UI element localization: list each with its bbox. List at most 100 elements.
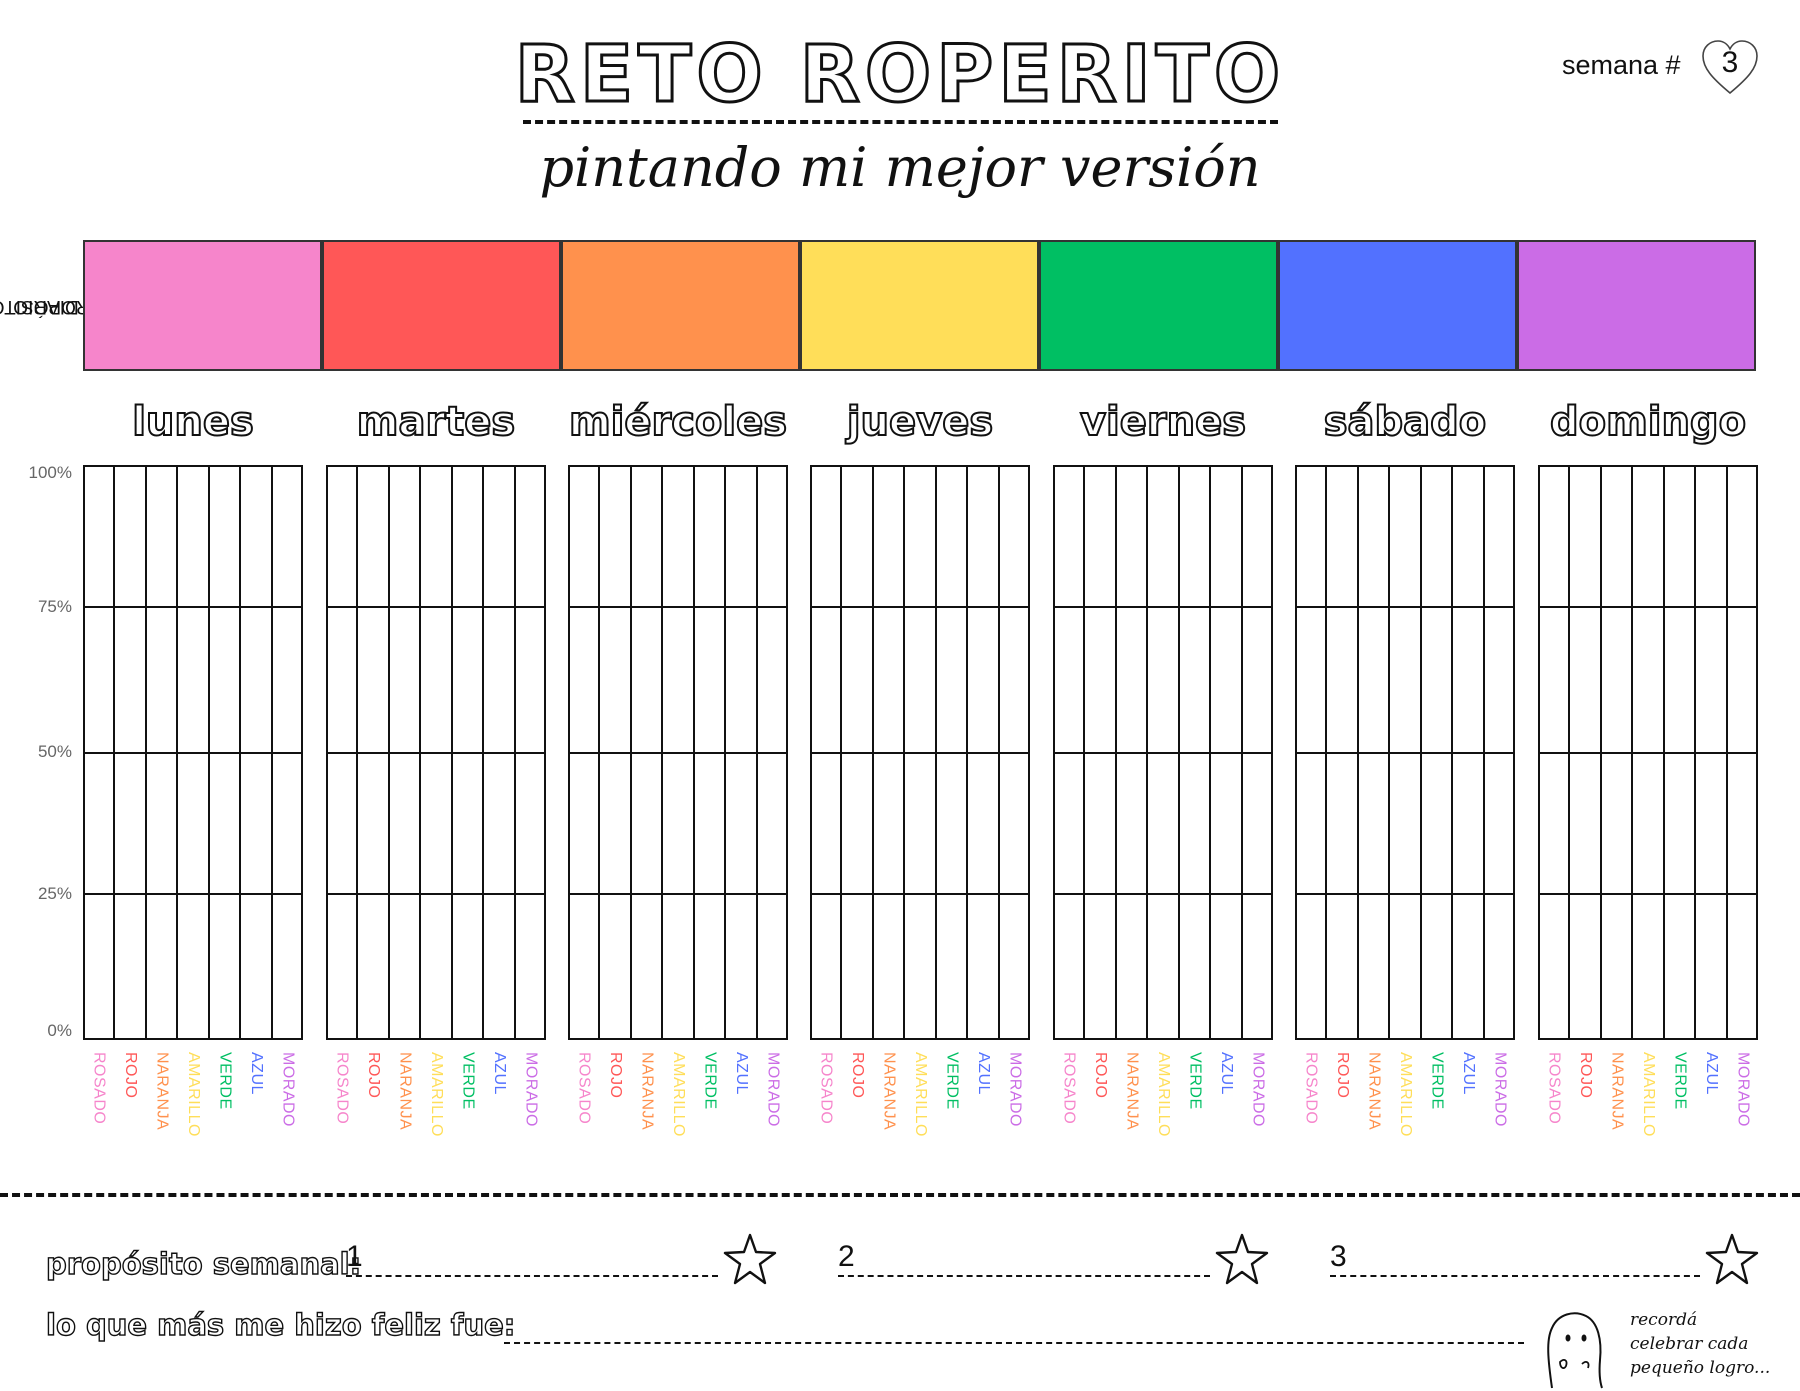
percentage-gridline <box>1053 752 1273 754</box>
color-label-verde: VERDE <box>943 1052 961 1110</box>
color-label-amarillo: AMARILLO <box>1155 1052 1172 1137</box>
percentage-gridline <box>1053 893 1273 895</box>
color-label-rosado: ROSADO <box>1545 1052 1563 1125</box>
color-label-azul: AZUL <box>1217 1052 1235 1095</box>
day-header-5: sábado <box>1323 398 1488 446</box>
percentage-gridline <box>1538 893 1758 895</box>
color-label-naranja: NARANJA <box>1365 1052 1383 1131</box>
color-label-naranja: NARANJA <box>1123 1052 1141 1131</box>
percentage-gridline <box>1053 606 1273 608</box>
color-label-rojo: ROJO <box>607 1052 625 1099</box>
color-label-amarillo: AMARILLO <box>185 1052 202 1137</box>
weekly-goal-field[interactable] <box>838 1275 1210 1277</box>
color-label-azul: AZUL <box>732 1052 750 1095</box>
star-icon[interactable] <box>722 1232 778 1286</box>
chart-frame <box>568 465 788 1040</box>
day-chart-viernes[interactable] <box>1053 465 1273 1040</box>
star-icon[interactable] <box>1214 1232 1270 1286</box>
day-chart-lunes[interactable] <box>83 465 303 1040</box>
weekly-goal-number: 2 <box>838 1240 855 1273</box>
section-divider <box>0 1193 1800 1197</box>
color-label-naranja: NARANJA <box>880 1052 898 1131</box>
day-chart-jueves[interactable] <box>810 465 1030 1040</box>
color-label-verde: VERDE <box>1186 1052 1204 1110</box>
day-chart-martes[interactable] <box>326 465 546 1040</box>
chart-frame <box>1053 465 1273 1040</box>
weekly-purpose-label: propósito semanal: <box>45 1246 362 1281</box>
color-label-rosado: ROSADO <box>1060 1052 1078 1125</box>
celebrate-note: recordá celebrar cada pequeño logro... <box>1630 1310 1771 1378</box>
color-label-azul: AZUL <box>1702 1052 1720 1095</box>
y-tick-label: 50% <box>37 742 72 761</box>
page-title: RETO ROPERITO <box>513 30 1286 120</box>
day-chart-miércoles[interactable] <box>568 465 788 1040</box>
percentage-gridline <box>1538 752 1758 754</box>
purpose-box-verde[interactable] <box>1039 240 1278 371</box>
title-divider <box>523 120 1278 124</box>
color-label-verde: VERDE <box>216 1052 234 1110</box>
color-label-rojo: ROJO <box>849 1052 867 1099</box>
purpose-box-rosado[interactable] <box>83 240 322 371</box>
color-label-naranja: NARANJA <box>396 1052 414 1131</box>
color-label-rosado: ROSADO <box>90 1052 108 1125</box>
color-label-azul: AZUL <box>1459 1052 1477 1095</box>
color-label-rosado: ROSADO <box>575 1052 593 1125</box>
percentage-gridline <box>568 752 788 754</box>
percentage-gridline <box>326 752 546 754</box>
color-label-morado: MORADO <box>522 1052 540 1127</box>
day-chart-sábado[interactable] <box>1295 465 1515 1040</box>
purpose-box-rojo[interactable] <box>322 240 561 371</box>
day-header-6: domingo <box>1549 398 1747 446</box>
weekly-goal-field[interactable] <box>1330 1275 1700 1277</box>
chart-frame <box>1538 465 1758 1040</box>
daily-purpose-label: PROPÓSITO DIARIO <box>0 296 103 317</box>
color-label-morado: MORADO <box>1249 1052 1267 1127</box>
percentage-gridline <box>810 752 1030 754</box>
color-label-morado: MORADO <box>1006 1052 1024 1127</box>
purpose-box-amarillo[interactable] <box>800 240 1039 371</box>
day-chart-domingo[interactable] <box>1538 465 1758 1040</box>
color-label-morado: MORADO <box>1734 1052 1752 1127</box>
percentage-gridline <box>810 893 1030 895</box>
percentage-gridline <box>1295 606 1515 608</box>
color-label-amarillo: AMARILLO <box>912 1052 929 1137</box>
week-number[interactable]: 3 <box>1721 46 1739 79</box>
weekly-goal-field[interactable] <box>346 1275 718 1277</box>
color-label-verde: VERDE <box>459 1052 477 1110</box>
color-label-amarillo: AMARILLO <box>1397 1052 1414 1137</box>
color-label-naranja: NARANJA <box>638 1052 656 1131</box>
day-header-0: lunes <box>131 398 255 446</box>
heart-icon <box>1702 40 1758 95</box>
percentage-gridline <box>83 752 303 754</box>
purpose-box-morado[interactable] <box>1517 240 1756 371</box>
percentage-gridline <box>810 606 1030 608</box>
chart-frame <box>326 465 546 1040</box>
color-label-amarillo: AMARILLO <box>1640 1052 1657 1137</box>
color-label-verde: VERDE <box>1428 1052 1446 1110</box>
star-icon[interactable] <box>1704 1232 1760 1286</box>
color-label-rojo: ROJO <box>1092 1052 1110 1099</box>
percentage-gridline <box>1538 606 1758 608</box>
happy-moment-field[interactable] <box>504 1342 1524 1344</box>
color-label-rosado: ROSADO <box>1302 1052 1320 1125</box>
color-label-rosado: ROSADO <box>333 1052 351 1125</box>
color-label-amarillo: AMARILLO <box>428 1052 445 1137</box>
purpose-box-azul[interactable] <box>1278 240 1517 371</box>
day-header-3: jueves <box>846 398 994 446</box>
percentage-gridline <box>83 893 303 895</box>
chart-frame <box>83 465 303 1040</box>
color-label-verde: VERDE <box>1671 1052 1689 1110</box>
percentage-gridline <box>1295 752 1515 754</box>
week-label: semana # <box>1562 50 1681 80</box>
y-tick-label: 0% <box>47 1021 72 1040</box>
color-label-rosado: ROSADO <box>817 1052 835 1125</box>
percentage-gridline <box>568 606 788 608</box>
percentage-gridline <box>326 606 546 608</box>
chart-frame <box>810 465 1030 1040</box>
color-label-rojo: ROJO <box>1577 1052 1595 1099</box>
day-header-1: martes <box>356 398 516 446</box>
color-label-rojo: ROJO <box>122 1052 140 1099</box>
day-header-4: viernes <box>1079 398 1247 446</box>
purpose-box-naranja[interactable] <box>561 240 800 371</box>
day-header-2: miércoles <box>568 398 788 446</box>
